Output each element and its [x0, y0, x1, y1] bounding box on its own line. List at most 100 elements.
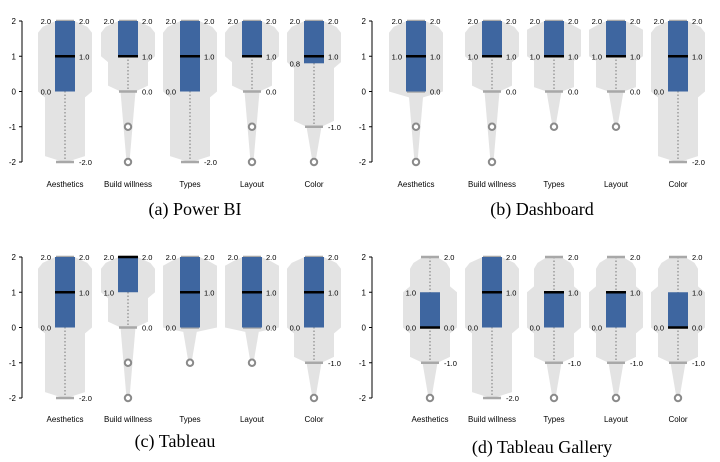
value-label: 1.0	[79, 288, 89, 297]
outlier-point	[425, 393, 435, 403]
value-label: 1.0	[266, 288, 276, 297]
category-label: Layout	[240, 180, 265, 189]
category-label: Layout	[604, 415, 629, 424]
category-label: Color	[304, 415, 323, 424]
y-tick-label: -1	[359, 123, 367, 132]
value-label: 0.0	[166, 88, 176, 97]
category-label: Layout	[604, 180, 629, 189]
value-label: 2.0	[79, 253, 89, 262]
value-label: 2.0	[266, 253, 276, 262]
value-label: 2.0	[204, 17, 214, 26]
value-label: 1.0	[204, 52, 214, 61]
value-label: -1.0	[568, 359, 581, 368]
value-label: 1.0	[104, 288, 114, 297]
iqr-box	[606, 292, 626, 328]
value-label: 0.0	[568, 88, 578, 97]
iqr-box	[606, 21, 626, 57]
y-tick-label: -1	[9, 359, 17, 368]
value-label: 2.0	[142, 17, 152, 26]
value-label: 0.0	[41, 88, 51, 97]
value-label: -1.0	[630, 359, 643, 368]
value-label: 2.0	[104, 253, 114, 262]
value-label: 0.8	[290, 59, 300, 68]
category-label: Build willness	[468, 180, 516, 189]
category-label: Types	[179, 180, 200, 189]
iqr-box	[118, 21, 138, 57]
value-label: 1.0	[506, 288, 516, 297]
outlier-point	[309, 157, 319, 167]
value-label: 2.0	[568, 253, 578, 262]
category-label: Types	[543, 415, 564, 424]
category-label: Build willness	[468, 415, 516, 424]
caption-d: (d) Tableau Gallery	[472, 437, 612, 458]
value-label: 0.0	[166, 324, 176, 333]
value-label: 1.0	[328, 52, 338, 61]
y-tick-label: -2	[9, 158, 17, 167]
value-label: 0.0	[654, 324, 664, 333]
value-label: 0.0	[506, 88, 516, 97]
value-label: -2.0	[79, 394, 92, 403]
y-tick-label: 1	[12, 52, 17, 61]
iqr-box	[118, 257, 138, 293]
value-label: 0.0	[290, 324, 300, 333]
value-label: -2.0	[692, 158, 705, 167]
outlier-point	[549, 122, 559, 131]
value-label: 2.0	[142, 253, 152, 262]
value-label: 2.0	[328, 253, 338, 262]
outlier-point	[247, 122, 257, 131]
y-tick-label: -1	[9, 123, 17, 132]
y-tick-label: -1	[359, 359, 367, 368]
value-label: 2.0	[204, 253, 214, 262]
outlier-point	[185, 358, 195, 367]
caption-b: (b) Dashboard	[490, 199, 593, 220]
category-label: Aesthetics	[47, 180, 84, 189]
value-label: 2.0	[468, 17, 478, 26]
value-label: 2.0	[506, 253, 516, 262]
value-label: 1.0	[630, 288, 640, 297]
y-tick-label: 2	[12, 253, 17, 262]
iqr-box	[668, 292, 688, 328]
category-label: Types	[543, 180, 564, 189]
y-tick-label: -2	[359, 394, 367, 403]
value-label: 2.0	[41, 253, 51, 262]
value-label: 2.0	[166, 253, 176, 262]
value-label: 0.0	[592, 324, 602, 333]
outlier-point	[411, 157, 421, 167]
value-label: 2.0	[228, 253, 238, 262]
outlier-point	[611, 393, 621, 403]
value-label: 0.0	[630, 88, 640, 97]
value-label: 2.0	[228, 17, 238, 26]
chart-panel-0: 2 1 0 -1 -2 2.0 2.0 1.0 0.0 -2.0 Aesthetics 2.0 2.0 1…	[9, 17, 341, 189]
value-label: -1.0	[444, 359, 457, 368]
value-label: 1.0	[79, 52, 89, 61]
iqr-box	[242, 21, 262, 57]
value-label: 2.0	[328, 17, 338, 26]
iqr-box	[420, 292, 440, 328]
value-label: -2.0	[506, 394, 519, 403]
category-label: Build willness	[104, 415, 152, 424]
y-tick-label: 2	[362, 253, 367, 262]
value-label: 0.0	[530, 324, 540, 333]
value-label: 0.0	[266, 324, 276, 333]
outlier-point	[123, 393, 133, 403]
value-label: 2.0	[506, 17, 516, 26]
category-label: Aesthetics	[398, 180, 435, 189]
category-label: Build willness	[104, 180, 152, 189]
value-label: 2.0	[692, 17, 702, 26]
iqr-box	[482, 21, 502, 57]
outlier-point	[123, 358, 133, 367]
value-label: 0.0	[142, 324, 152, 333]
value-label: -2.0	[204, 158, 217, 167]
y-tick-label: 0	[12, 88, 17, 97]
category-label: Color	[668, 180, 687, 189]
caption-a: (a) Power BI	[149, 199, 242, 220]
value-label: 1.0	[204, 288, 214, 297]
value-label: 2.0	[444, 253, 454, 262]
y-tick-label: 2	[362, 17, 367, 26]
y-tick-label: 1	[12, 288, 17, 297]
value-label: 1.0	[142, 52, 152, 61]
value-label: 2.0	[692, 253, 702, 262]
value-label: 2.0	[568, 17, 578, 26]
value-label: 1.0	[406, 288, 416, 297]
